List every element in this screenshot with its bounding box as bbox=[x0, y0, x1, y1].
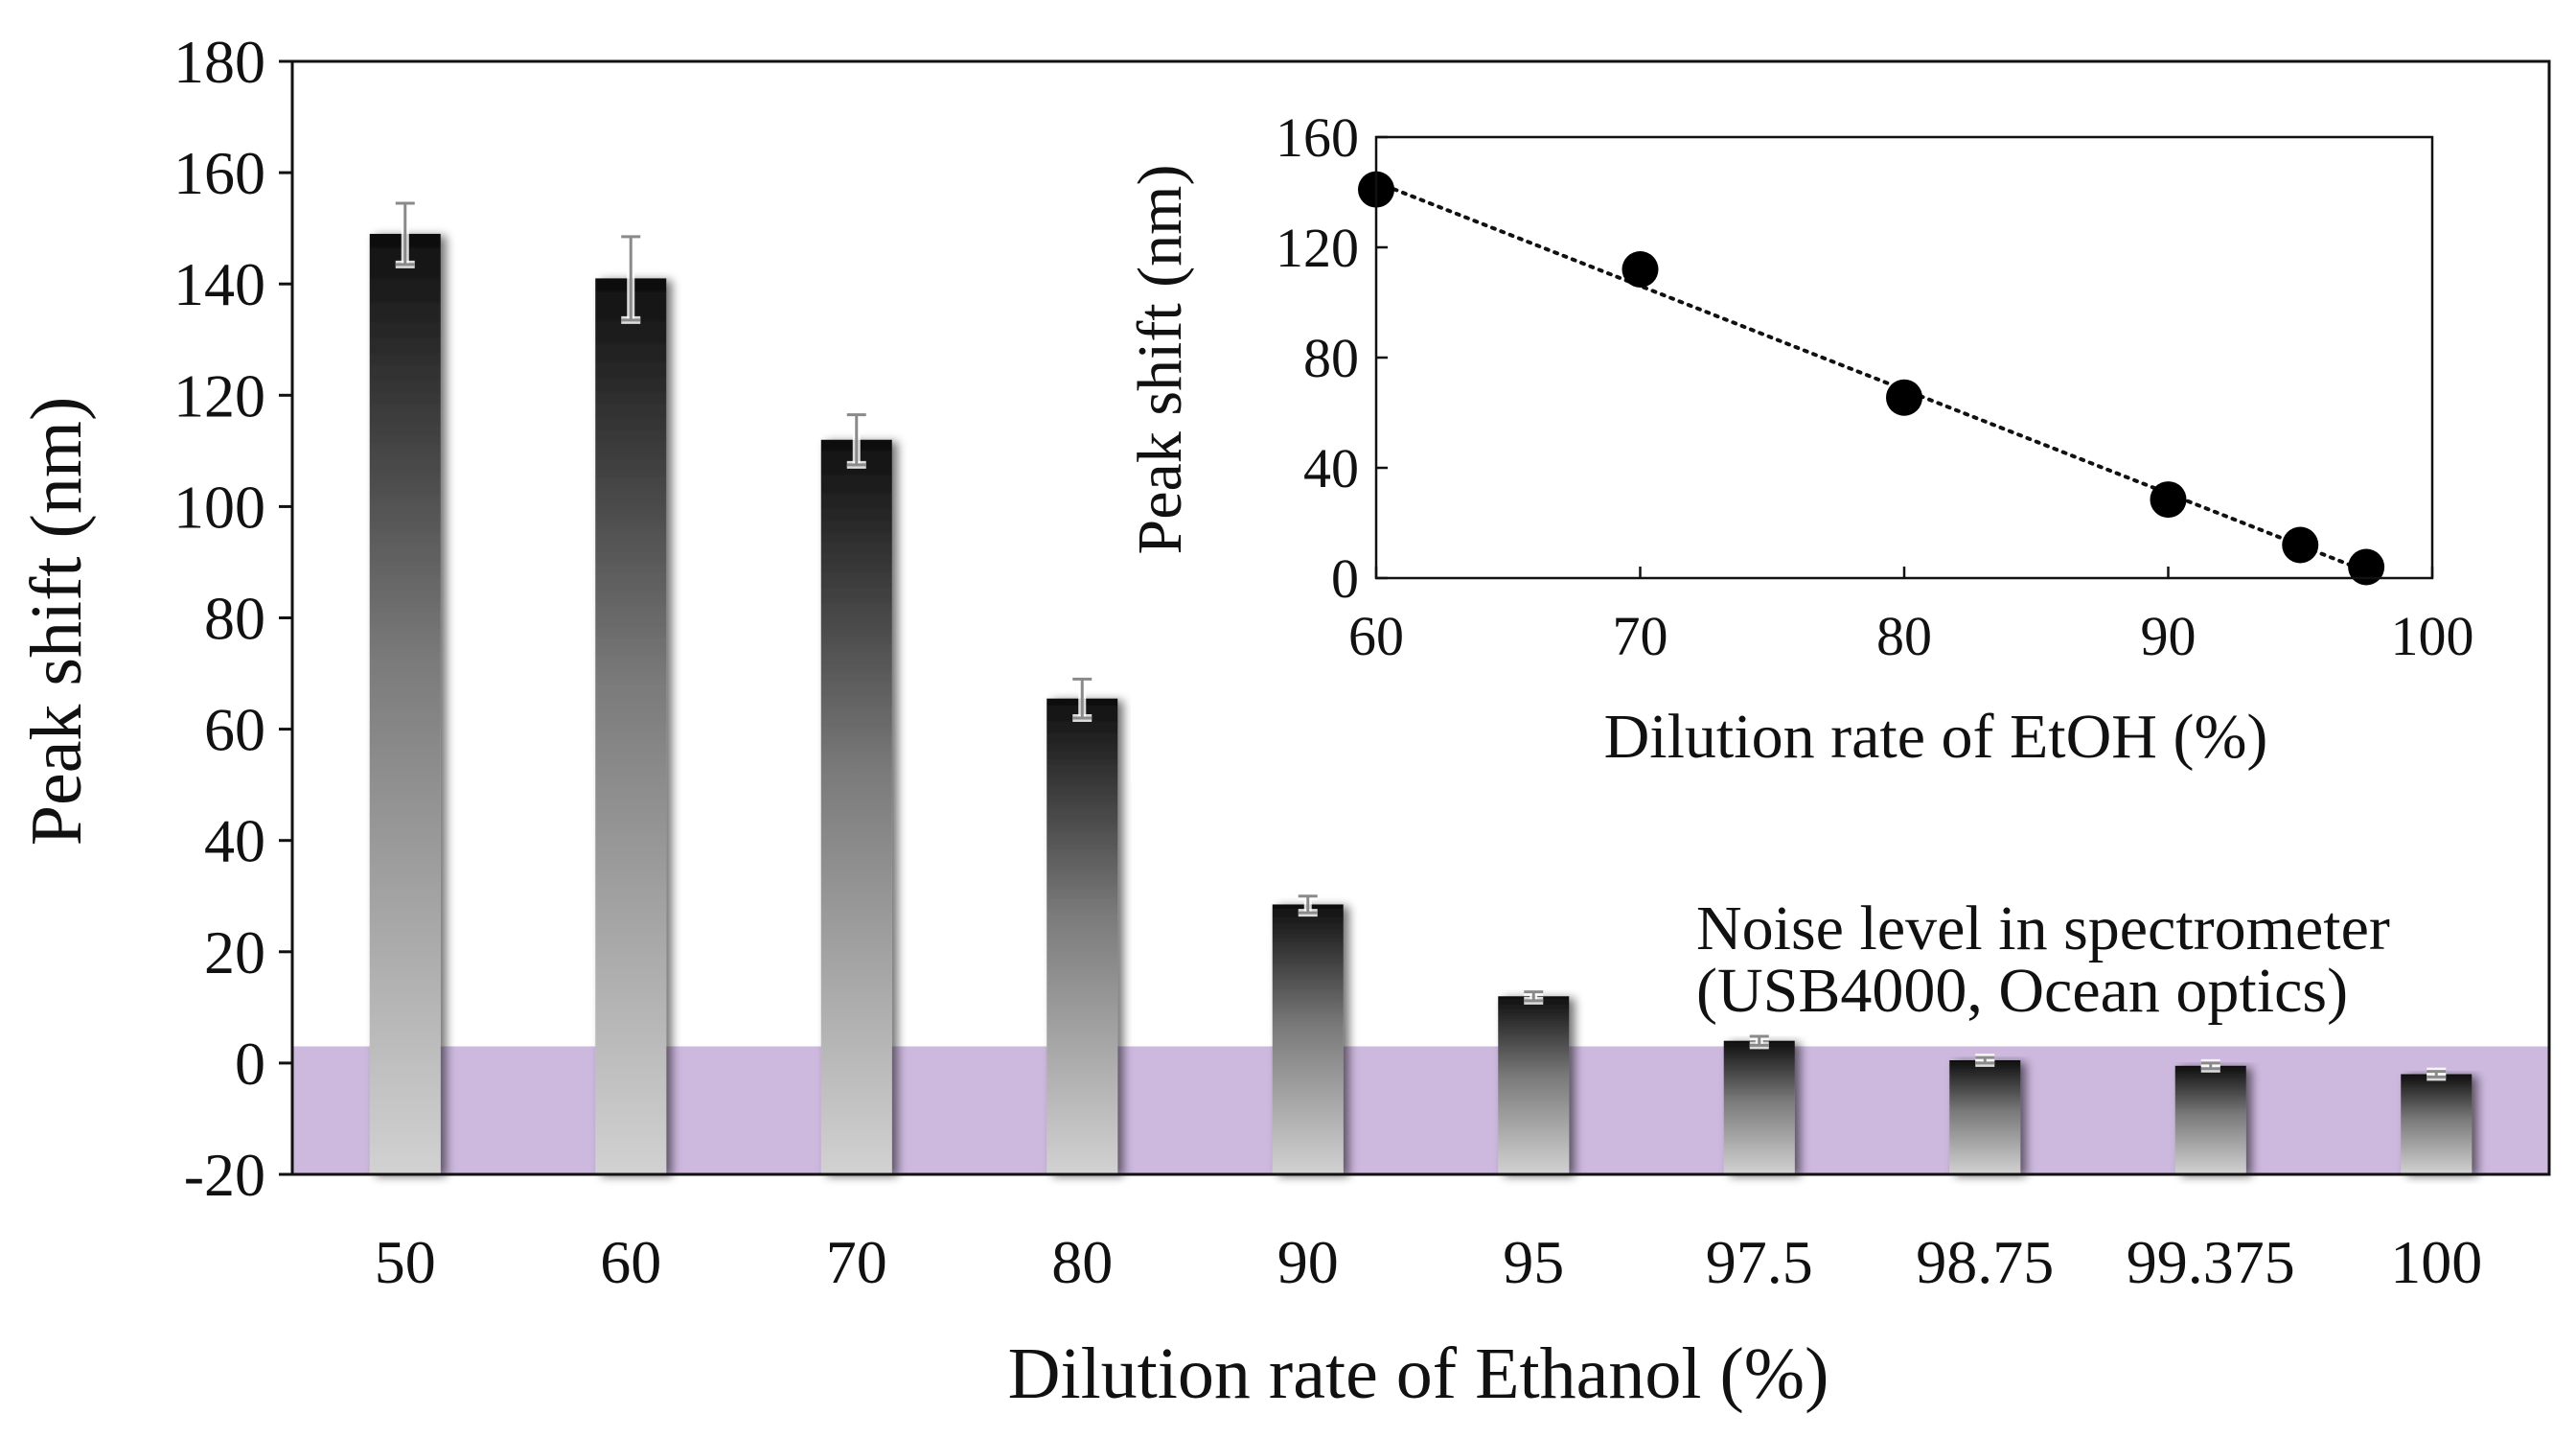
main-y-tick-label: -20 bbox=[184, 1141, 265, 1209]
inset-y-tick-label: 120 bbox=[1276, 217, 1359, 279]
main-x-tick-label: 60 bbox=[600, 1228, 661, 1296]
error-bar-99.375 bbox=[2200, 1058, 2220, 1073]
inset-y-tick-label: 40 bbox=[1303, 437, 1359, 499]
inset-y-axis: 0 40 80 120 160 bbox=[1276, 106, 1388, 610]
error-bar-50 bbox=[395, 199, 415, 268]
inset-point-80 bbox=[1886, 379, 1922, 416]
main-y-axis-label: Peak shift (nm) bbox=[16, 397, 97, 847]
inset-y-tick-label: 160 bbox=[1276, 106, 1359, 169]
main-x-tick-label: 100 bbox=[2390, 1228, 2482, 1296]
main-x-axis-label: Dilution rate of Ethanol (%) bbox=[1008, 1334, 1829, 1414]
error-bar-70 bbox=[846, 410, 866, 469]
main-y-tick-label: 180 bbox=[173, 28, 265, 96]
main-x-tick-label: 98.75 bbox=[1916, 1228, 2054, 1296]
main-y-tick-label: 60 bbox=[204, 696, 265, 764]
main-y-tick-label: 120 bbox=[173, 361, 265, 429]
noise-level-label-line-2: (USB4000, Ocean optics) bbox=[1696, 956, 2348, 1026]
main-y-tick-label: 140 bbox=[173, 250, 265, 318]
inset-point-70 bbox=[1622, 251, 1659, 288]
bar-95 bbox=[1498, 996, 1570, 1174]
inset-x-tick-label: 100 bbox=[2391, 605, 2474, 667]
inset-y-tick-label: 0 bbox=[1331, 547, 1359, 610]
inset-y-tick-label: 80 bbox=[1303, 327, 1359, 389]
main-y-tick-label: 20 bbox=[204, 918, 265, 986]
noise-level-band-layer bbox=[293, 1046, 2548, 1174]
inset-x-tick-label: 80 bbox=[1876, 605, 1932, 667]
main-y-tick-label: 80 bbox=[204, 585, 265, 653]
main-x-tick-label: 70 bbox=[826, 1228, 887, 1296]
main-x-axis: 50 60 70 80 90 95 97.5 98.75 99.375 100 bbox=[375, 1228, 2483, 1296]
main-x-tick-label: 97.5 bbox=[1706, 1228, 1813, 1296]
bar-98.75 bbox=[1949, 1059, 2021, 1174]
bar-70 bbox=[820, 439, 892, 1174]
error-bar-80 bbox=[1072, 675, 1092, 722]
main-y-tick-label: 40 bbox=[204, 807, 265, 875]
main-x-tick-label: 99.375 bbox=[2127, 1228, 2295, 1296]
error-bar-95 bbox=[1524, 987, 1544, 1005]
noise-level-band bbox=[293, 1046, 2548, 1174]
error-bar-97.5 bbox=[1749, 1032, 1769, 1050]
inset-point-95 bbox=[2282, 526, 2319, 564]
main-y-axis: -20 0 20 40 60 80 100 120 140 160 180 bbox=[173, 28, 292, 1209]
main-x-tick-label: 95 bbox=[1503, 1228, 1564, 1296]
error-bar-98.75 bbox=[1975, 1054, 1995, 1067]
error-bar-90 bbox=[1298, 892, 1318, 917]
bar-97.5 bbox=[1723, 1040, 1795, 1174]
inset-y-axis-label: Peak shift (nm) bbox=[1125, 165, 1195, 555]
noise-level-label-line-1: Noise level in spectrometer bbox=[1696, 893, 2390, 963]
main-y-tick-label: 0 bbox=[235, 1030, 265, 1098]
inset-x-tick-label: 70 bbox=[1613, 605, 1668, 667]
error-bar-series bbox=[395, 199, 2447, 1081]
bar-100 bbox=[2401, 1074, 2472, 1174]
main-x-tick-label: 90 bbox=[1277, 1228, 1339, 1296]
inset-background bbox=[1131, 105, 2530, 781]
inset-x-axis: 60 70 80 90 100 bbox=[1348, 567, 2474, 667]
main-x-tick-label: 80 bbox=[1051, 1228, 1113, 1296]
inset-x-tick-label: 90 bbox=[2141, 605, 2196, 667]
inset-x-axis-label: Dilution rate of EtOH (%) bbox=[1604, 702, 2268, 772]
inset-x-tick-label: 60 bbox=[1348, 605, 1404, 667]
bar-99.375 bbox=[2174, 1065, 2246, 1174]
error-bar-100 bbox=[2426, 1067, 2447, 1081]
error-bar-60 bbox=[621, 232, 641, 324]
main-y-tick-label: 100 bbox=[173, 473, 265, 541]
inset-point-90 bbox=[2150, 481, 2187, 519]
bar-90 bbox=[1272, 904, 1344, 1174]
bar-series bbox=[369, 233, 2472, 1174]
main-y-tick-label: 160 bbox=[173, 139, 265, 207]
bar-50 bbox=[369, 233, 441, 1174]
bar-80 bbox=[1046, 698, 1118, 1174]
bar-60 bbox=[595, 278, 667, 1174]
inset-point-97.5 bbox=[2348, 548, 2385, 586]
main-x-tick-label: 50 bbox=[375, 1228, 436, 1296]
